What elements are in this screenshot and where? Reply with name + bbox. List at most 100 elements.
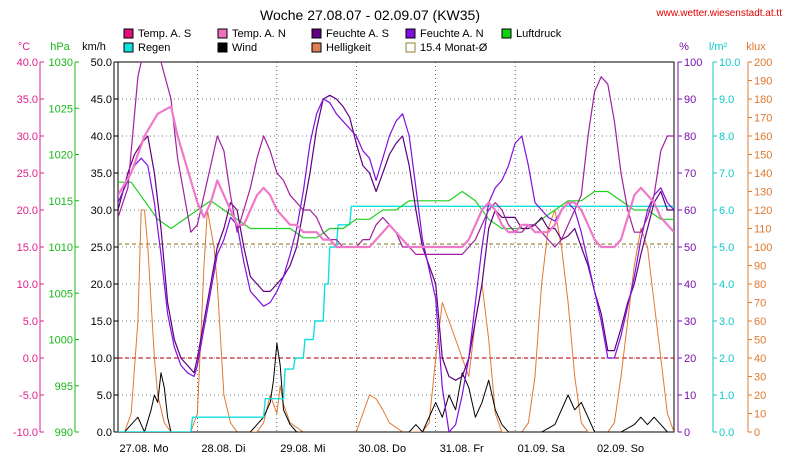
tick-label-humidity: 70	[684, 168, 696, 180]
tick-label-wind: 5.0	[97, 390, 112, 402]
legend-swatch	[123, 28, 134, 39]
x-axis-labels: 27.08. Mo 28.08. Di 29.08. Mi 30.08. Do 31.0…	[120, 443, 645, 455]
series-line-helligkeit	[118, 209, 674, 432]
tick-label-light: 30	[754, 372, 766, 384]
x-tick-label: 27.08. Mo	[120, 443, 169, 455]
tick-label-rain: 5.0	[719, 242, 734, 254]
legend-label: Luftdruck	[516, 28, 562, 40]
x-tick-label: 30.08. Do	[358, 443, 406, 455]
axes: -10.0 -5.0 0.0 5.0 10.0 15.0 20.0 25.0 30.0 35.0 4…	[13, 57, 772, 439]
tick-label-pressure: 1015	[49, 196, 73, 208]
tick-label-humidity: 100	[684, 57, 702, 69]
legend-swatch	[217, 28, 228, 39]
tick-label-wind: 30.0	[91, 205, 112, 217]
tick-label-rain: 8.0	[719, 131, 734, 143]
axis-unit-rain: l/m²	[709, 41, 728, 53]
series-line-regen	[118, 205, 674, 432]
x-tick-label: 28.08. Di	[201, 443, 245, 455]
tick-label-light: 60	[754, 316, 766, 328]
legend-label: Temp. A. N	[232, 28, 286, 40]
axis-unit-light: klux	[746, 41, 766, 53]
legend-swatch	[311, 42, 322, 53]
tick-label-wind: 0.0	[97, 427, 112, 439]
tick-label-pressure: 1005	[49, 288, 73, 300]
tick-label-temp: 5.0	[23, 316, 38, 328]
tick-label-rain: 6.0	[719, 205, 734, 217]
legend-label: Feuchte A. S	[326, 28, 389, 40]
series-line-feuchte-a-s	[118, 94, 674, 381]
tick-label-temp: 20.0	[17, 205, 38, 217]
tick-label-pressure: 990	[55, 427, 73, 439]
tick-label-wind: 15.0	[91, 316, 112, 328]
tick-label-rain: 7.0	[719, 168, 734, 180]
legend-label: Regen	[138, 42, 170, 54]
tick-label-temp: 35.0	[17, 94, 38, 106]
tick-label-wind: 45.0	[91, 94, 112, 106]
tick-label-temp: 40.0	[17, 57, 38, 69]
tick-label-light: 160	[754, 131, 772, 143]
plot-grid	[117, 61, 675, 433]
tick-label-light: 150	[754, 150, 772, 162]
series-lines	[118, 62, 674, 432]
tick-label-rain: 9.0	[719, 94, 734, 106]
tick-label-light: 140	[754, 168, 772, 180]
tick-label-light: 50	[754, 335, 766, 347]
tick-label-humidity: 30	[684, 316, 696, 328]
tick-label-wind: 25.0	[91, 242, 112, 254]
legend-swatch	[405, 28, 416, 39]
tick-label-light: 20	[754, 390, 766, 402]
legend-label: Helligkeit	[326, 42, 371, 54]
legend-swatch	[217, 42, 228, 53]
legend-swatch	[311, 28, 322, 39]
legend-label: Temp. A. S	[138, 28, 191, 40]
chart-title: Woche 27.08.07 - 02.09.07 (KW35)	[260, 7, 480, 23]
tick-label-humidity: 50	[684, 242, 696, 254]
tick-label-wind: 50.0	[91, 57, 112, 69]
x-tick-label: 31.08. Fr	[440, 443, 484, 455]
axis-unit-humidity: %	[679, 41, 689, 53]
tick-label-wind: 20.0	[91, 279, 112, 291]
tick-label-wind: 10.0	[91, 353, 112, 365]
tick-label-light: 130	[754, 187, 772, 199]
x-tick-label: 01.09. Sa	[518, 443, 566, 455]
tick-label-temp: 0.0	[23, 353, 38, 365]
tick-label-temp: -10.0	[13, 427, 38, 439]
tick-label-light: 180	[754, 94, 772, 106]
tick-label-humidity: 10	[684, 390, 696, 402]
series-line-temp-a-n	[118, 105, 674, 249]
tick-label-light: 70	[754, 298, 766, 310]
tick-label-pressure: 1000	[49, 335, 73, 347]
tick-label-rain: 0.0	[719, 427, 734, 439]
axis-unit-temp: °C	[18, 41, 30, 53]
series-line-wind	[118, 342, 674, 432]
x-tick-label: 29.08. Mi	[280, 443, 325, 455]
tick-label-humidity: 0	[684, 427, 690, 439]
series-line-temp-a-s	[118, 62, 674, 255]
legend-label: Wind	[232, 42, 257, 54]
tick-label-light: 110	[754, 224, 772, 236]
tick-label-pressure: 1025	[49, 103, 73, 115]
axis-unit-wind: km/h	[82, 41, 106, 53]
tick-label-light: 170	[754, 113, 772, 125]
tick-label-light: 120	[754, 205, 772, 217]
tick-label-pressure: 1030	[49, 57, 73, 69]
tick-label-rain: 1.0	[719, 390, 734, 402]
tick-label-light: 90	[754, 261, 766, 273]
legend-swatch	[123, 42, 134, 53]
tick-label-pressure: 1020	[49, 150, 73, 162]
tick-label-humidity: 20	[684, 353, 696, 365]
tick-label-rain: 4.0	[719, 279, 734, 291]
tick-label-rain: 3.0	[719, 316, 734, 328]
axis-unit-pressure: hPa	[50, 41, 70, 53]
tick-label-wind: 40.0	[91, 131, 112, 143]
tick-label-humidity: 80	[684, 131, 696, 143]
x-tick-label: 02.09. So	[597, 443, 644, 455]
tick-label-temp: 30.0	[17, 131, 38, 143]
tick-label-temp: 10.0	[17, 279, 38, 291]
tick-label-temp: 15.0	[17, 242, 38, 254]
tick-label-light: 80	[754, 279, 766, 291]
tick-label-light: 100	[754, 242, 772, 254]
legend: Temp. A. S Temp. A. N Feuchte A. S Feuchte …	[123, 28, 562, 54]
tick-label-rain: 2.0	[719, 353, 734, 365]
